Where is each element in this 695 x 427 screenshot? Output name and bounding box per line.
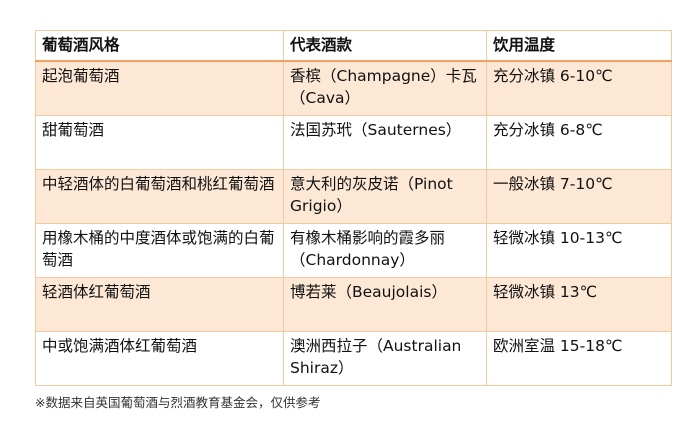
cell-style: 中或饱满酒体红葡萄酒 (35, 331, 284, 386)
cell-example: 意大利的灰皮诺（Pinot Grigio） (283, 169, 487, 224)
cell-example: 法国苏玳（Sauternes） (283, 115, 487, 170)
footnote: ※数据来自英国葡萄酒与烈酒教育基金会，仅供参考 (35, 395, 321, 410)
header-style: 葡萄酒风格 (35, 30, 284, 62)
table-row: 起泡葡萄酒 香槟（Champagne）卡瓦（Cava） 充分冰镇 6-10℃ (35, 60, 672, 116)
cell-style: 轻酒体红葡萄酒 (35, 277, 284, 332)
cell-style: 中轻酒体的白葡萄酒和桃红葡萄酒 (35, 169, 284, 224)
cell-temperature: 轻微冰镇 13℃ (486, 277, 672, 332)
header-temperature: 饮用温度 (486, 30, 672, 62)
cell-example: 博若莱（Beaujolais） (283, 277, 487, 332)
cell-example: 澳洲西拉子（Australian Shiraz） (283, 331, 487, 386)
cell-temperature: 轻微冰镇 10-13℃ (486, 223, 672, 278)
table-row: 用橡木桶的中度酒体或饱满的白葡萄酒 有橡木桶影响的霞多丽（Chardonnay）轻… (35, 223, 672, 278)
table-row: 中或饱满酒体红葡萄酒 澳洲西拉子（Australian Shiraz） 欧洲室温 1… (35, 331, 672, 386)
wine-temperature-table: 葡萄酒风格 代表酒款 饮用温度 起泡葡萄酒 香槟（Champagne）卡瓦（Cav… (35, 30, 672, 386)
cell-example: 有橡木桶影响的霞多丽（Chardonnay） (283, 223, 487, 278)
cell-temperature: 充分冰镇 6-10℃ (486, 60, 672, 116)
header-example: 代表酒款 (283, 30, 487, 62)
table-header-row: 葡萄酒风格 代表酒款 饮用温度 (35, 30, 672, 62)
table-row: 轻酒体红葡萄酒 博若莱（Beaujolais） 轻微冰镇 13℃ (35, 277, 672, 332)
table-row: 中轻酒体的白葡萄酒和桃红葡萄酒 意大利的灰皮诺（Pinot Grigio） 一般冰镇… (35, 169, 672, 224)
cell-style: 起泡葡萄酒 (35, 60, 284, 116)
cell-temperature: 充分冰镇 6-8℃ (486, 115, 672, 170)
cell-style: 用橡木桶的中度酒体或饱满的白葡萄酒 (35, 223, 284, 278)
cell-temperature: 欧洲室温 15-18℃ (486, 331, 672, 386)
cell-example: 香槟（Champagne）卡瓦（Cava） (283, 60, 487, 116)
table-row: 甜葡萄酒 法国苏玳（Sauternes） 充分冰镇 6-8℃ (35, 115, 672, 170)
cell-temperature: 一般冰镇 7-10℃ (486, 169, 672, 224)
cell-style: 甜葡萄酒 (35, 115, 284, 170)
